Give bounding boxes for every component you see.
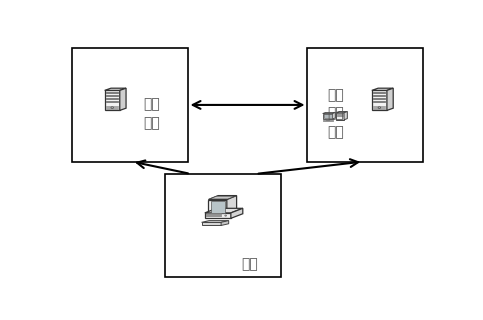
- Polygon shape: [387, 88, 393, 110]
- Polygon shape: [209, 196, 235, 199]
- Polygon shape: [211, 201, 225, 213]
- Polygon shape: [106, 92, 118, 93]
- Circle shape: [225, 215, 227, 216]
- Polygon shape: [372, 88, 393, 90]
- Polygon shape: [373, 95, 385, 96]
- Polygon shape: [373, 92, 385, 93]
- Circle shape: [111, 107, 114, 108]
- Polygon shape: [120, 88, 126, 110]
- Polygon shape: [231, 208, 243, 218]
- Polygon shape: [221, 220, 228, 226]
- Polygon shape: [323, 114, 332, 119]
- Polygon shape: [206, 213, 221, 214]
- Polygon shape: [323, 120, 333, 121]
- Bar: [307, 48, 424, 162]
- Polygon shape: [105, 90, 120, 110]
- Text: 应用
系统: 应用 系统: [144, 97, 160, 130]
- Polygon shape: [205, 213, 231, 218]
- Polygon shape: [324, 114, 331, 118]
- Polygon shape: [332, 112, 335, 119]
- Polygon shape: [227, 196, 237, 215]
- Polygon shape: [344, 112, 347, 120]
- Bar: [71, 48, 187, 162]
- Polygon shape: [201, 222, 221, 226]
- Polygon shape: [208, 200, 227, 215]
- Polygon shape: [373, 101, 385, 102]
- Polygon shape: [106, 98, 118, 99]
- Polygon shape: [372, 90, 387, 110]
- Polygon shape: [323, 112, 335, 114]
- Bar: [165, 174, 281, 277]
- Polygon shape: [208, 196, 237, 200]
- Polygon shape: [205, 208, 243, 213]
- Polygon shape: [336, 113, 344, 120]
- Polygon shape: [106, 101, 118, 102]
- Polygon shape: [206, 215, 221, 216]
- Polygon shape: [337, 115, 343, 116]
- Polygon shape: [336, 112, 347, 113]
- Text: 印章
管理
中心: 印章 管理 中心: [327, 88, 344, 139]
- Circle shape: [378, 107, 381, 108]
- Polygon shape: [326, 119, 329, 120]
- Polygon shape: [373, 98, 385, 99]
- Polygon shape: [105, 88, 126, 90]
- Text: 用户: 用户: [241, 257, 258, 271]
- Polygon shape: [201, 220, 228, 222]
- Polygon shape: [106, 95, 118, 96]
